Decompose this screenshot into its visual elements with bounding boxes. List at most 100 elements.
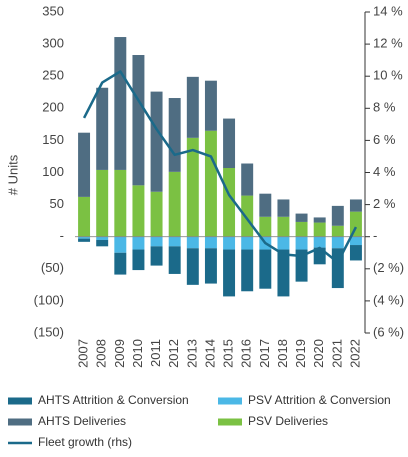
x-tick-label: 2012 xyxy=(166,339,181,368)
bar xyxy=(78,238,91,242)
x-tick-label: 2020 xyxy=(311,339,326,368)
y2-tick-label: - xyxy=(373,228,377,243)
bar xyxy=(186,236,199,249)
bar xyxy=(78,236,91,239)
y2-tick-label: 10 % xyxy=(373,68,403,83)
bar xyxy=(186,76,199,138)
bar xyxy=(78,196,91,237)
bar xyxy=(331,225,344,237)
bar xyxy=(223,236,236,250)
bar xyxy=(96,239,109,247)
bar xyxy=(186,137,199,237)
bar xyxy=(277,216,290,237)
bar xyxy=(331,205,344,226)
y-tick-label: (100) xyxy=(34,292,64,307)
bar xyxy=(349,245,362,261)
bar xyxy=(168,236,181,247)
legend-label: AHTS Attrition & Conversion xyxy=(38,393,189,407)
bar xyxy=(204,130,217,237)
bar xyxy=(150,246,163,266)
legend-label: PSV Attrition & Conversion xyxy=(248,393,391,407)
bar xyxy=(132,185,145,237)
x-tick-label: 2007 xyxy=(76,339,91,368)
line xyxy=(82,70,358,264)
y2-tick-label: (2 %) xyxy=(373,260,404,275)
bar xyxy=(277,199,290,217)
x-tick-label: 2013 xyxy=(184,339,199,368)
bar xyxy=(241,163,254,196)
bar xyxy=(168,171,181,237)
bar xyxy=(78,132,91,197)
legend-label: Fleet growth (rhs) xyxy=(38,435,132,449)
bar xyxy=(295,221,308,237)
x-tick-label: 2010 xyxy=(130,339,145,368)
bar xyxy=(313,222,326,237)
y-tick-label: - xyxy=(60,228,64,243)
y-tick-label: 350 xyxy=(42,3,64,18)
bar xyxy=(331,236,344,249)
x-tick-label: 2014 xyxy=(202,339,217,368)
legend-label: AHTS Deliveries xyxy=(38,414,126,428)
bar xyxy=(295,249,308,282)
x-tick-label: 2009 xyxy=(112,339,127,368)
y2-tick-label: 6 % xyxy=(373,132,396,147)
bar xyxy=(241,236,254,250)
x-tick-label: 2018 xyxy=(275,339,290,368)
x-tick-label: 2016 xyxy=(239,339,254,368)
x-tick-label: 2019 xyxy=(293,339,308,368)
x-tick-label: 2008 xyxy=(94,339,109,368)
bar xyxy=(349,236,362,246)
legend-marker xyxy=(218,397,242,405)
bar xyxy=(349,199,362,212)
bar xyxy=(223,249,236,297)
bar xyxy=(295,236,308,250)
y-axis-label: # Units xyxy=(5,154,20,195)
bar xyxy=(241,249,254,292)
bar xyxy=(168,246,181,274)
bar xyxy=(150,236,163,247)
bar xyxy=(313,217,326,223)
y2-tick-label: (4 %) xyxy=(373,292,404,307)
x-tick-label: 2021 xyxy=(329,339,344,368)
bar xyxy=(96,87,109,170)
y-tick-label: 100 xyxy=(42,164,64,179)
bar xyxy=(186,248,199,285)
y-tick-label: (150) xyxy=(34,324,64,339)
x-tick-label: 2022 xyxy=(347,339,362,368)
legend-label: PSV Deliveries xyxy=(248,414,328,428)
bar xyxy=(150,191,163,237)
y2-tick-label: (6 %) xyxy=(373,324,404,339)
bar xyxy=(259,249,272,289)
y-tick-label: 300 xyxy=(42,36,64,51)
y-tick-label: 250 xyxy=(42,68,64,83)
bar xyxy=(259,193,272,217)
bar xyxy=(331,248,344,289)
y2-tick-label: 4 % xyxy=(373,164,396,179)
bar xyxy=(313,247,326,265)
bar xyxy=(132,236,145,250)
bar xyxy=(114,37,127,170)
y2-tick-label: 2 % xyxy=(373,196,396,211)
bar xyxy=(114,169,127,237)
bar xyxy=(96,169,109,237)
x-tick-label: 2015 xyxy=(221,339,236,368)
y2-tick-label: 8 % xyxy=(373,100,396,115)
legend-marker xyxy=(218,418,242,426)
x-tick-label: 2017 xyxy=(257,339,272,368)
bar xyxy=(96,236,109,240)
x-tick-label: 2011 xyxy=(148,339,163,367)
y-tick-label: 150 xyxy=(42,132,64,147)
y-tick-label: (50) xyxy=(41,260,64,275)
bar xyxy=(259,216,272,237)
legend-marker xyxy=(8,418,32,426)
y2-tick-label: 14 % xyxy=(373,3,403,18)
bar xyxy=(132,55,145,186)
bar xyxy=(150,91,163,192)
bar xyxy=(241,195,254,237)
y-tick-label: 50 xyxy=(50,196,64,211)
bar xyxy=(114,236,127,253)
bar xyxy=(168,98,181,172)
bar xyxy=(295,213,308,222)
bar xyxy=(277,249,290,297)
